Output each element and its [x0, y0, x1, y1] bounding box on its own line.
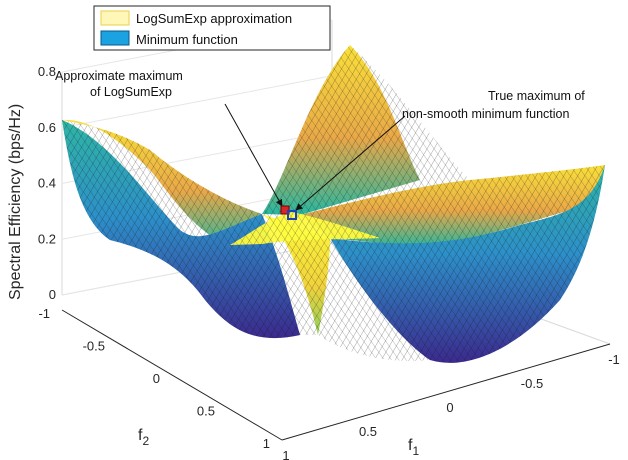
y-tick-label: 0.5	[197, 404, 215, 419]
annotation-approx-line1: Approximate maximum	[55, 69, 183, 83]
svg-text:of LogSumExp: of LogSumExp	[90, 85, 172, 99]
legend-label-logsumexp: LogSumExp approximation	[136, 11, 292, 26]
annotation-true-line2: non-smooth minimum function	[402, 107, 569, 121]
legend-swatch-minimum	[100, 30, 130, 46]
x-axis-label: f1	[408, 437, 419, 458]
z-tick-label: 0	[49, 287, 56, 302]
x-tick-label: -0.5	[521, 376, 543, 391]
x-tick-label: -1	[608, 352, 620, 367]
y-tick-label: 1	[263, 436, 270, 451]
true-max-marker	[287, 210, 297, 220]
y-tick-label: -0.5	[83, 339, 105, 354]
legend-swatch-logsumexp	[100, 10, 130, 26]
z-tick-label: 0.6	[38, 120, 56, 135]
legend-box	[93, 5, 331, 51]
surface-plot	[62, 45, 605, 363]
annotation-true-line1: True maximum of	[488, 89, 585, 103]
tick-labels: 0 0.2 0.4 0.6 0.8 -1 -0.5 0 0.5 1 -1 -0.5 0 0.5 1	[38, 64, 620, 460]
svg-text:True maximum of: True maximum of	[488, 89, 585, 103]
y-axis-label: f2	[138, 427, 149, 448]
svg-text:Approximate maximum: Approximate maximum	[55, 69, 183, 83]
z-tick-label: 0.8	[38, 64, 56, 79]
annotation-approx-max: Approximate maximum of LogSumExp	[55, 69, 283, 207]
x-tick-label: 0.5	[359, 424, 377, 439]
x-tick-label: 0	[446, 400, 453, 415]
front-axes	[61, 309, 611, 441]
y-tick-label: -1	[38, 306, 50, 321]
legend: LogSumExp approximation Minimum function	[93, 5, 331, 51]
annotation-true-max: True maximum of non-smooth minimum funct…	[295, 89, 585, 211]
svg-text:non-smooth minimum function: non-smooth minimum function	[402, 107, 569, 121]
legend-label-minimum: Minimum function	[136, 32, 238, 47]
z-grid-line	[61, 75, 333, 129]
z-tick-label: 0.2	[38, 231, 56, 246]
z-tick-label: 0.4	[38, 176, 56, 191]
z-axis-label: Spectral Efficiency (bps/Hz)	[7, 104, 24, 300]
annotation-approx-line2: of LogSumExp	[90, 85, 172, 99]
y-tick-label: 0	[153, 371, 160, 386]
x-tick-label: 1	[282, 448, 289, 460]
